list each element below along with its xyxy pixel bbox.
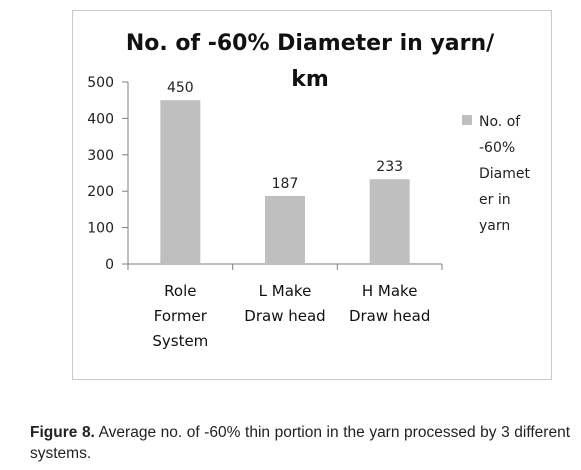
legend-label: -60% (479, 140, 515, 156)
chart-frame (72, 10, 552, 380)
data-label: 187 (272, 176, 299, 192)
category-label: H Make (362, 282, 418, 300)
category-label: Former (154, 307, 208, 325)
category-label: L Make (259, 282, 312, 300)
legend-label: Diamet (479, 166, 531, 182)
bar (265, 195, 305, 264)
data-label: 233 (376, 159, 403, 175)
category-label: Draw head (244, 307, 325, 325)
chart-title-line: km (291, 67, 329, 92)
chart-title-line: No. of -60% Diameter in yarn/ (126, 31, 495, 56)
legend-label: yarn (479, 218, 510, 234)
category-label: System (152, 332, 208, 350)
category-label: Draw head (349, 307, 430, 325)
legend-swatch (462, 115, 472, 125)
data-label: 450 (167, 80, 194, 96)
caption-text: Average no. of -60% thin portion in the … (30, 424, 571, 462)
y-tick-label: 100 (87, 221, 114, 237)
caption-label: Figure 8. (30, 424, 95, 441)
category-label: Role (164, 282, 196, 300)
legend-label: No. of (479, 114, 521, 130)
bar (160, 100, 201, 264)
legend-label: er in (479, 192, 511, 208)
y-tick-label: 300 (87, 148, 114, 164)
y-tick-label: 0 (105, 257, 114, 273)
y-tick-label: 400 (87, 111, 114, 127)
y-tick-label: 500 (87, 75, 114, 91)
bar (369, 179, 410, 264)
figure-caption: Figure 8. Average no. of -60% thin porti… (30, 422, 570, 464)
y-tick-label: 200 (87, 184, 114, 200)
